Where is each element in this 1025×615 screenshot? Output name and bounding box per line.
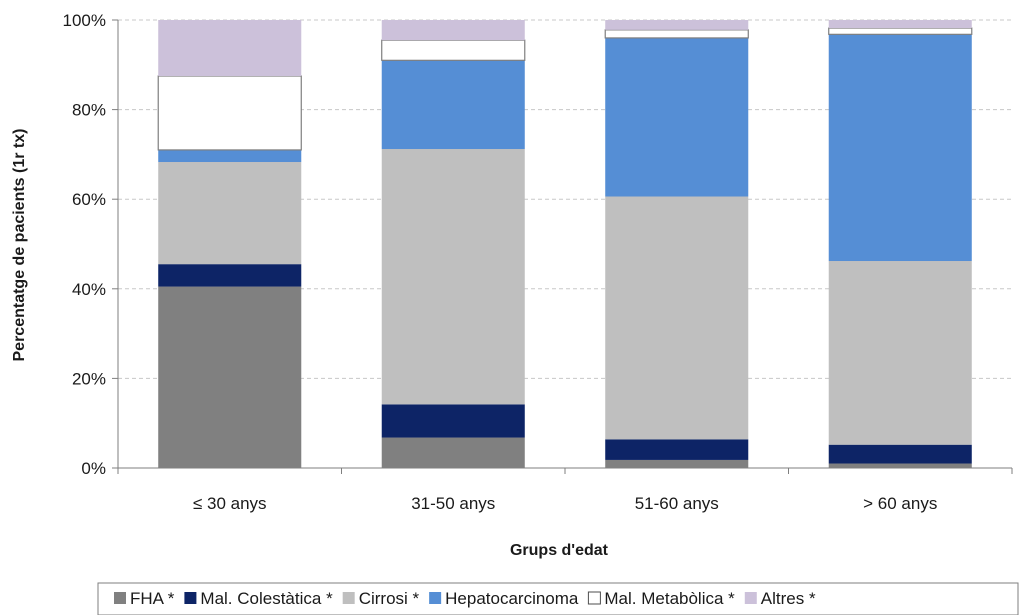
bar-segment (828, 20, 972, 29)
x-tick-label: ≤ 30 anys (193, 494, 267, 513)
legend-swatch (744, 592, 757, 604)
bar-segment (157, 75, 302, 151)
bar-segment (381, 149, 525, 405)
x-tick-label: 51-60 anys (635, 494, 719, 513)
x-tick-label: > 60 anys (863, 494, 937, 513)
bar-segment (828, 27, 973, 35)
legend-box (97, 582, 1019, 615)
axes: 0% 20% 40% 60% 80% 100% ≤ 30 anys 31-50 anys 51-… (63, 11, 1013, 513)
bar-segment (828, 463, 972, 468)
legend-label: Altres * (761, 589, 816, 608)
legend-label: Hepatocarcinoma (445, 589, 579, 608)
y-tick-label: 80% (72, 101, 106, 120)
y-tick-label: 60% (72, 190, 106, 209)
y-tick-label: 20% (72, 369, 106, 388)
legend-swatch (184, 592, 197, 604)
y-tick-label: 40% (72, 280, 106, 299)
x-axis-title: Grups d'edat (510, 542, 609, 559)
legend-swatch (342, 592, 355, 604)
bar-segment (381, 39, 526, 61)
bar-segment (605, 20, 749, 30)
legend-label: FHA * (130, 589, 175, 608)
legend-swatch (587, 591, 601, 605)
bar-segment (605, 196, 749, 440)
bar-segment (381, 437, 525, 468)
bar-segment (158, 20, 302, 76)
bars (157, 20, 973, 468)
bar-segment (605, 439, 749, 460)
bar-segment (158, 162, 302, 265)
bar-segment (605, 459, 749, 468)
legend-swatch (114, 592, 126, 604)
y-tick-label: 0% (81, 459, 106, 478)
y-tick-label: 100% (63, 11, 106, 30)
bar-segment (604, 29, 749, 39)
legend-swatch (429, 592, 442, 604)
legend-label: Cirrosi * (359, 589, 420, 608)
legend: FHA * Mal. Colestàtica * Cirrosi * Hepatoca… (97, 582, 1019, 615)
bar-segment (158, 149, 302, 163)
x-tick-label: 31-50 anys (411, 494, 495, 513)
bar-segment (828, 261, 972, 445)
bar-segment (828, 34, 972, 262)
bar-segment (381, 404, 525, 438)
bar-segment (381, 60, 525, 150)
y-axis-title: Percentatge de pacients (1r tx) (11, 129, 28, 362)
bar-segment (828, 444, 972, 464)
bar-segment (605, 37, 749, 197)
legend-label: Mal. Colestàtica * (200, 589, 333, 608)
legend-label: Mal. Metabòlica * (604, 589, 735, 608)
bar-segment (158, 264, 302, 287)
bar-segment (158, 286, 302, 468)
bar-segment (381, 20, 525, 41)
